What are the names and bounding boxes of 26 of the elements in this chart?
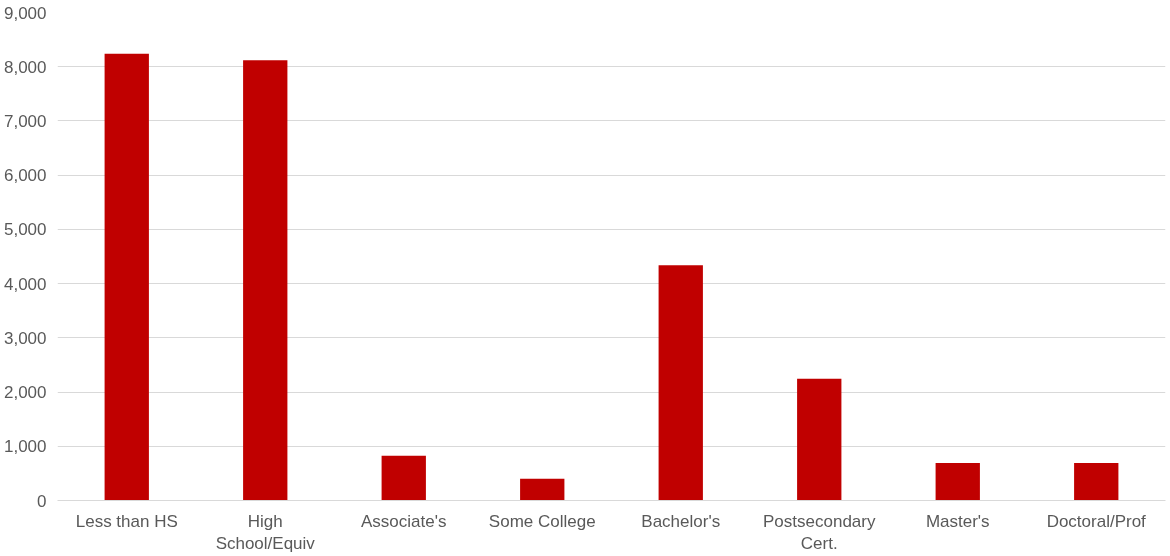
bar	[520, 478, 565, 501]
x-tick-label: Master's	[925, 511, 990, 531]
y-tick-label: 9,000	[3, 3, 47, 23]
x-tick-label: Postsecondary Cert.	[763, 511, 876, 554]
y-tick-label: 2,000	[3, 383, 47, 403]
x-tick-label: Bachelor's	[641, 511, 721, 531]
x-tick-label: High School/Equiv	[215, 511, 316, 554]
bar	[104, 53, 149, 501]
bar	[935, 463, 980, 501]
y-tick-label: 5,000	[3, 220, 47, 240]
x-tick-label: Some College	[488, 511, 596, 531]
y-tick-label: 7,000	[3, 111, 47, 131]
bar	[658, 265, 703, 501]
bar	[797, 378, 842, 501]
bar	[1074, 463, 1119, 501]
x-tick-label: Doctoral/Prof	[1046, 511, 1147, 531]
bar	[381, 455, 426, 501]
y-tick-label: 1,000	[3, 437, 47, 457]
bar	[243, 60, 288, 501]
y-tick-label: 4,000	[3, 274, 47, 294]
y-tick-label: 8,000	[3, 57, 47, 77]
x-tick-label: Associate's	[361, 511, 447, 531]
x-tick-label: Less than HS	[75, 511, 178, 531]
y-tick-label: 6,000	[3, 166, 47, 186]
y-tick-label: 3,000	[3, 328, 47, 348]
y-tick-label: 0	[37, 491, 47, 511]
